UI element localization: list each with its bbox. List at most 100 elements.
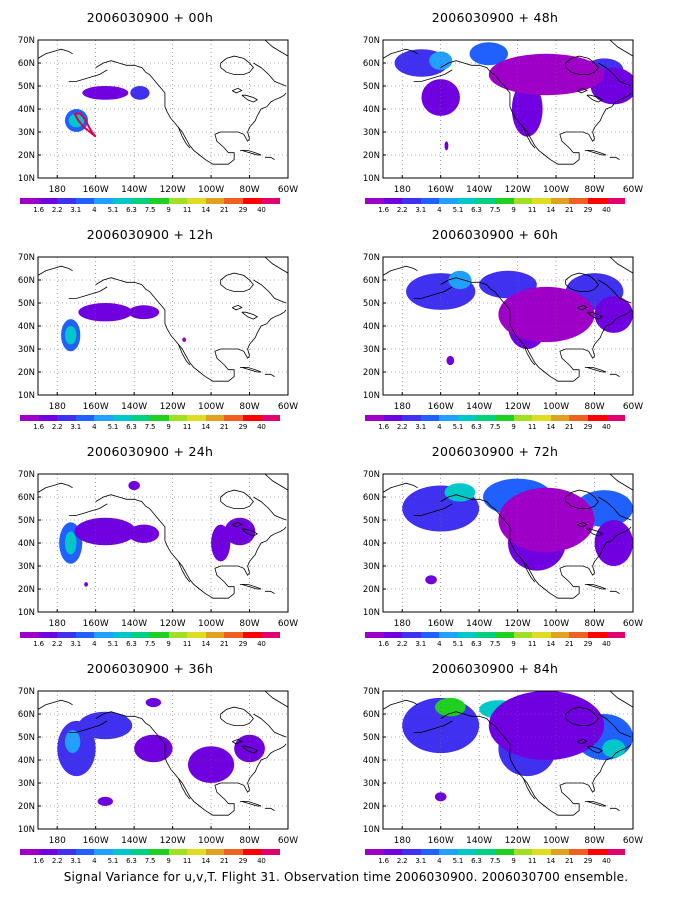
lat-tick-label: 40N bbox=[363, 322, 380, 332]
colorbar-segment bbox=[532, 415, 551, 421]
lon-tick-label: 180 bbox=[394, 619, 411, 629]
colorbar-label: 40 bbox=[257, 857, 266, 865]
map-panel: 2006030900 + 72h 10N 20N 30N 40N 50N 60N 70N 180… bbox=[345, 444, 645, 649]
coastline bbox=[523, 127, 536, 149]
colorbar-segment bbox=[75, 632, 95, 638]
panel-title: 2006030900 + 00h bbox=[86, 10, 214, 25]
colorbar-label: 7.5 bbox=[489, 206, 501, 214]
coastline bbox=[577, 738, 588, 745]
colorbar-label: 29 bbox=[583, 423, 593, 431]
lon-tick-label: 180 bbox=[49, 836, 66, 846]
colorbar-segment bbox=[150, 415, 169, 421]
lon-tick-label: 120W bbox=[505, 619, 531, 629]
colorbar-segment bbox=[495, 849, 514, 855]
colorbar-segment bbox=[20, 632, 39, 638]
colorbar-segment bbox=[532, 632, 551, 638]
variance-contour bbox=[78, 711, 133, 740]
colorbar-labels: 1.6 2.2 3.1 4 5.1 6.3 7.5 9 11 14 21 29 40 bbox=[20, 206, 280, 216]
colorbar-label: 11 bbox=[182, 206, 192, 214]
lat-tick-label: 10N bbox=[363, 391, 380, 401]
lon-tick-label: 60W bbox=[278, 185, 298, 195]
coastline bbox=[413, 720, 453, 733]
lon-tick-label: 140W bbox=[466, 836, 492, 846]
colorbar-label: 7.5 bbox=[489, 423, 501, 431]
panel-title: 2006030900 + 36h bbox=[86, 661, 214, 676]
colorbar-label: 14 bbox=[201, 423, 210, 431]
coastline bbox=[577, 304, 588, 311]
panel-title: 2006030900 + 60h bbox=[431, 227, 559, 242]
coastline bbox=[239, 367, 262, 373]
coastline bbox=[253, 713, 287, 738]
coastline bbox=[241, 745, 259, 754]
coastline bbox=[413, 69, 453, 82]
colorbar-segment bbox=[38, 632, 58, 638]
colorbar-label: 1.6 bbox=[378, 206, 389, 214]
coastline bbox=[598, 713, 632, 738]
coastline bbox=[413, 286, 453, 299]
colorbar-segment bbox=[205, 849, 225, 855]
colorbar-label: 7.5 bbox=[489, 640, 501, 648]
colorbar-segment bbox=[420, 632, 440, 638]
lat-tick-label: 30N bbox=[18, 128, 35, 138]
colorbar-label: 4 bbox=[92, 857, 97, 865]
colorbar-segment bbox=[187, 198, 206, 204]
colorbar-segment bbox=[242, 632, 262, 638]
coastline bbox=[220, 489, 254, 509]
colorbar-label: 6.3 bbox=[126, 857, 137, 865]
coastline bbox=[609, 474, 633, 491]
colorbar-label: 6.3 bbox=[126, 640, 137, 648]
coastline bbox=[577, 521, 588, 528]
lat-tick-label: 30N bbox=[18, 562, 35, 572]
colorbar-label: 40 bbox=[602, 640, 611, 648]
colorbar-label: 40 bbox=[257, 640, 266, 648]
colorbar-label: 5.1 bbox=[452, 423, 464, 431]
lat-tick-label: 50N bbox=[18, 82, 35, 92]
colorbar-label: 9 bbox=[166, 640, 171, 648]
colorbar-label: 14 bbox=[546, 423, 555, 431]
colorbar-segment bbox=[112, 198, 132, 204]
map-panel: 2006030900 + 24h 10N 20N 30N 40N 50N 60N 70N 180… bbox=[0, 444, 300, 649]
coastline bbox=[609, 373, 620, 377]
map-panel: 2006030900 + 48h 10N 20N 30N 40N 50N 60N 70N 180… bbox=[345, 10, 645, 215]
colorbar-label: 5.1 bbox=[452, 206, 464, 214]
lon-tick-label: 120W bbox=[160, 402, 186, 412]
colorbar-segment bbox=[383, 849, 403, 855]
lon-tick-label: 120W bbox=[160, 836, 186, 846]
colorbar bbox=[20, 632, 281, 638]
map-plot: 10N 20N 30N 40N 50N 60N 70N 180 160W 140W 120W 100W… bbox=[345, 245, 645, 415]
colorbar-label: 21 bbox=[220, 857, 229, 865]
coastline bbox=[440, 494, 632, 599]
coastline bbox=[565, 55, 599, 75]
colorbar-label: 11 bbox=[182, 640, 192, 648]
colorbar-segment bbox=[150, 632, 169, 638]
lat-tick-label: 40N bbox=[18, 539, 35, 549]
colorbar-segment bbox=[550, 632, 570, 638]
map-svg: 10N 20N 30N 40N 50N 60N 70N 180 160W 140W 120W 100W… bbox=[18, 253, 298, 412]
colorbar-segment bbox=[38, 849, 58, 855]
lon-tick-label: 180 bbox=[49, 619, 66, 629]
lon-tick-label: 160W bbox=[428, 402, 454, 412]
colorbar-segment bbox=[242, 415, 262, 421]
colorbar-label: 40 bbox=[602, 857, 611, 865]
colorbar-label: 1.6 bbox=[378, 423, 389, 431]
coastline bbox=[565, 272, 599, 292]
coastline bbox=[413, 503, 453, 516]
map-panel: 2006030900 + 12h 10N 20N 30N 40N 50N 60N 70N 180… bbox=[0, 227, 300, 432]
colorbar-segment bbox=[457, 849, 477, 855]
colorbar-label: 14 bbox=[546, 206, 555, 214]
colorbar-segment bbox=[38, 198, 58, 204]
colorbar-label: 29 bbox=[238, 640, 248, 648]
colorbar-label: 3.1 bbox=[70, 206, 81, 214]
colorbar-label: 40 bbox=[602, 206, 611, 214]
map-panel: 2006030900 + 36h 10N 20N 30N 40N 50N 60N 70N 180… bbox=[0, 661, 300, 866]
colorbar-label: 29 bbox=[583, 206, 593, 214]
coastline bbox=[609, 257, 633, 274]
variance-contour bbox=[82, 86, 129, 100]
coastline bbox=[264, 156, 275, 160]
colorbar-segment bbox=[150, 198, 169, 204]
colorbar-segment bbox=[20, 415, 39, 421]
colorbar-segment bbox=[131, 849, 151, 855]
lat-tick-label: 50N bbox=[18, 733, 35, 743]
coastline bbox=[239, 584, 262, 590]
panel-title: 2006030900 + 48h bbox=[431, 10, 559, 25]
